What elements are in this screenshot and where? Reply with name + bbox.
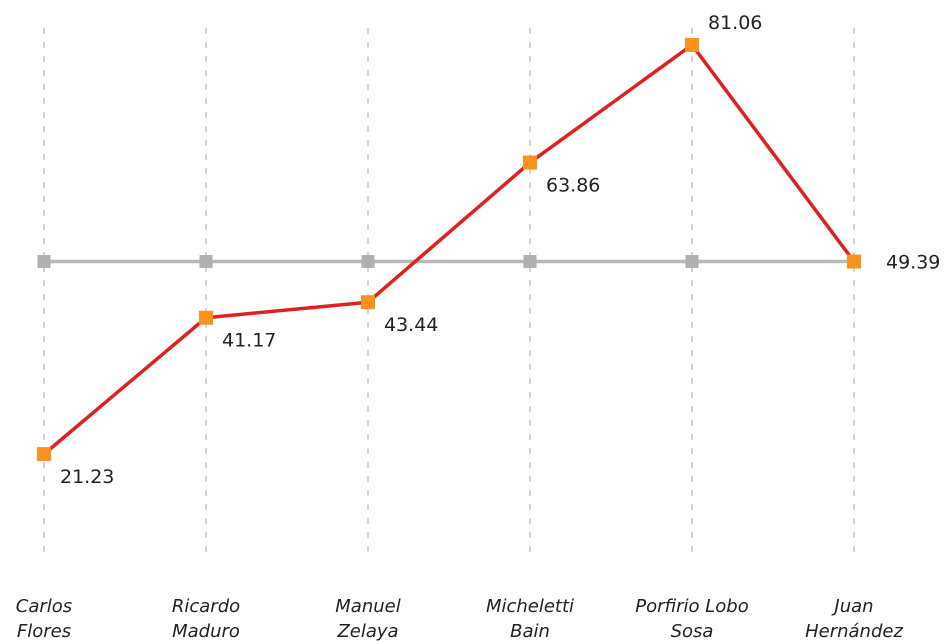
data-label-2: 43.44 xyxy=(384,314,438,336)
data-label-5: 49.39 xyxy=(886,252,940,274)
data-label-1: 41.17 xyxy=(222,330,276,352)
main-series xyxy=(37,37,861,462)
category-label-1: Ricardo Maduro xyxy=(172,596,240,641)
data-label-4: 81.06 xyxy=(708,12,762,34)
category-label-4: Porfirio Lobo Sosa xyxy=(635,596,749,641)
data-label-3: 63.86 xyxy=(546,175,600,197)
data-labels: 21.23 41.17 43.44 63.86 81.06 49.39 xyxy=(60,12,940,488)
main-marker-0 xyxy=(37,447,51,462)
main-marker-1 xyxy=(199,310,213,325)
main-marker-5 xyxy=(847,254,861,269)
vertical-gridlines xyxy=(43,28,855,555)
x-axis-labels: Carlos Flores Ricardo Maduro Manuel Zelaya Mic… xyxy=(16,596,904,641)
category-label-5: Juan Hernández xyxy=(805,596,903,641)
reference-marker-2 xyxy=(361,255,375,269)
reference-series xyxy=(37,255,854,269)
reference-marker-4 xyxy=(685,255,699,269)
category-label-0: Carlos Flores xyxy=(16,596,72,641)
main-marker-4 xyxy=(685,37,699,52)
category-label-3: Micheletti Bain xyxy=(486,596,574,641)
category-label-2: Manuel Zelaya xyxy=(335,596,400,641)
reference-marker-0 xyxy=(37,255,51,269)
main-marker-3 xyxy=(523,155,537,170)
data-label-0: 21.23 xyxy=(60,466,114,488)
main-line xyxy=(42,43,856,456)
main-marker-2 xyxy=(361,295,375,310)
reference-marker-1 xyxy=(199,255,213,269)
reference-marker-3 xyxy=(523,255,537,269)
